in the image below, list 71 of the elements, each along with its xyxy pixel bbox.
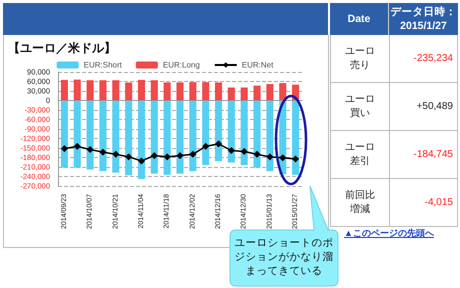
category-label: 前回比増減 [344,188,376,216]
point [138,157,145,164]
bar [176,100,184,174]
bar [150,80,158,100]
bar [86,100,94,170]
bar [189,100,196,172]
category-label: ユーロ差引 [344,140,376,168]
point [74,142,81,150]
text: データ日時：2015/1/27 [390,5,456,33]
bar [292,100,300,175]
bar [74,100,81,168]
bar [266,100,274,172]
bar [214,100,222,162]
point [164,153,171,160]
bar [202,100,210,166]
point [254,150,261,158]
bar [254,86,261,100]
chart-title: 【ユーロ／米ドル】 [8,40,116,57]
category-label: ユーロ買い [344,92,376,120]
point [176,152,184,160]
point [60,145,68,152]
bar [125,100,132,176]
bar [86,80,94,100]
point [112,150,120,158]
bar [150,100,158,174]
bar [99,80,106,100]
bar [214,82,222,100]
legend-label: EUR:Short [84,60,123,70]
text: -184,745 [414,149,453,160]
point [292,156,300,163]
bar [125,82,132,100]
bar [138,100,146,179]
bar [266,84,274,100]
bar [99,100,106,172]
point [215,140,222,148]
bar [189,82,196,100]
text: +50,489 [416,101,453,112]
text: ▲このページの先頭へ [344,227,434,240]
point [202,142,210,150]
legend-label: EUR:Net [242,60,274,70]
point [99,148,106,156]
bar [254,100,261,168]
text: Date [330,3,389,35]
point [86,146,94,154]
bar [138,80,146,100]
bar [164,100,171,175]
bar [279,83,286,100]
bar [112,80,120,100]
bar [240,88,248,100]
point [279,154,286,162]
bar [228,88,235,100]
point [189,150,196,158]
legend-label: EUR:Long [162,60,200,70]
bar [60,100,68,168]
bar [228,100,235,163]
bar [240,100,248,166]
point [266,153,274,160]
text: ユーロショートのポジションがかなり溜まってきている [234,236,334,278]
point [228,147,235,154]
bar [164,82,171,100]
point [240,148,248,155]
bar [176,82,184,100]
text: -235,234 [414,53,453,64]
point [150,152,158,160]
bar [112,100,120,173]
bar [202,82,210,100]
point [125,153,132,160]
bar [60,80,68,100]
bar [74,80,81,100]
text: -4,015 [424,197,453,208]
category-label: ユーロ売り [344,44,376,72]
